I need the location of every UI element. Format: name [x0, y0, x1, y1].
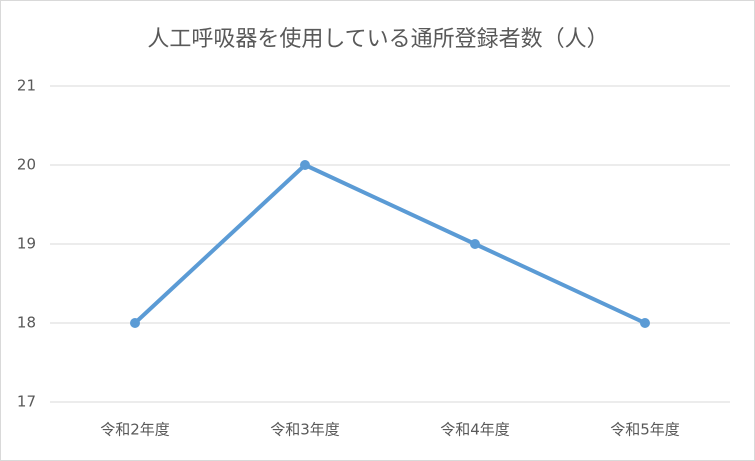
- x-tick-label: 令和4年度: [440, 421, 510, 439]
- y-tick-label: 19: [17, 235, 36, 253]
- x-tick-label: 令和3年度: [270, 421, 340, 439]
- x-tick-label: 令和5年度: [610, 421, 680, 439]
- y-tick-label: 17: [17, 393, 36, 411]
- line: [133, 163, 646, 325]
- y-tick-label: 20: [17, 156, 36, 174]
- x-tick-label: 令和2年度: [100, 421, 170, 439]
- y-tick-label: 21: [17, 77, 36, 95]
- chart-title: 人工呼吸器を使用している通所登録者数（人）: [147, 27, 608, 52]
- marker: [470, 239, 480, 249]
- y-tick-label: 18: [17, 314, 36, 332]
- marker: [300, 160, 310, 170]
- marker: [640, 318, 650, 328]
- marker: [130, 318, 140, 328]
